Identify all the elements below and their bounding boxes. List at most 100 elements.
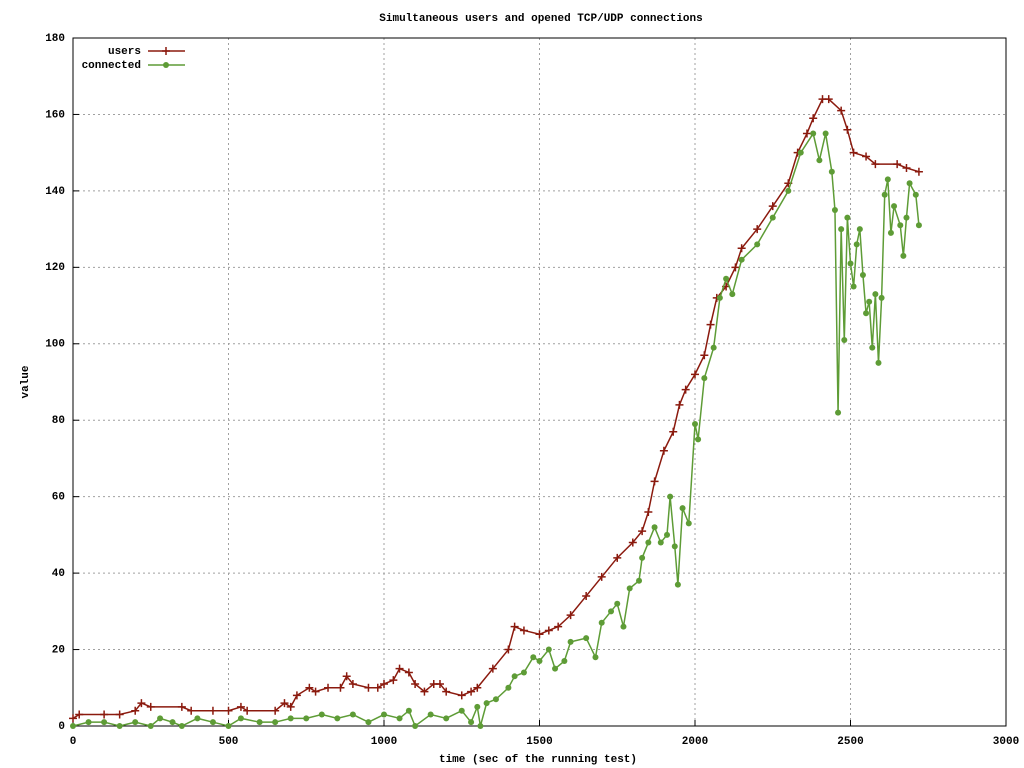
data-point (468, 719, 475, 726)
data-point (638, 527, 647, 536)
data-point (178, 723, 185, 729)
data-point (411, 679, 420, 688)
data-point (75, 710, 84, 719)
y-tick-label: 160 (45, 109, 65, 121)
data-point (592, 654, 599, 661)
data-point (859, 271, 866, 278)
data-point (115, 710, 124, 719)
data-point (875, 359, 882, 366)
data-point (187, 706, 196, 715)
data-point (554, 622, 563, 631)
data-point (881, 191, 888, 198)
data-point (116, 723, 123, 729)
data-point (566, 611, 575, 620)
data-point (443, 715, 450, 722)
data-point (692, 421, 698, 428)
data-point (85, 719, 92, 726)
data-point (256, 719, 263, 726)
data-point (626, 585, 633, 592)
data-point (906, 180, 913, 187)
data-point (342, 672, 351, 681)
x-tick-label: 1000 (371, 736, 397, 748)
data-point (567, 638, 574, 645)
y-tick-label: 100 (45, 339, 65, 351)
x-tick-label: 3000 (993, 736, 1019, 748)
data-point (583, 635, 590, 642)
data-point (157, 715, 164, 722)
data-point (900, 252, 907, 259)
data-point (824, 95, 833, 104)
data-point (841, 336, 848, 343)
data-point (365, 719, 372, 726)
data-point (272, 719, 279, 726)
data-point (893, 160, 902, 169)
data-point (838, 226, 845, 233)
data-point (835, 409, 842, 416)
data-point (664, 531, 671, 538)
data-point (912, 191, 919, 198)
data-point (530, 654, 537, 661)
data-point (891, 203, 898, 210)
data-point (691, 370, 699, 379)
data-point (582, 592, 591, 601)
data-point (700, 351, 709, 360)
data-point (536, 658, 543, 665)
data-point (598, 619, 605, 626)
data-point (420, 687, 429, 696)
data-point (701, 375, 708, 382)
data-point (286, 702, 295, 711)
data-point (224, 706, 233, 715)
x-axis-label: time (sec of the running test) (439, 754, 637, 766)
data-point (504, 645, 513, 654)
legend-marker (162, 47, 170, 55)
data-point (545, 646, 552, 653)
data-point (474, 703, 481, 710)
data-point (225, 723, 232, 729)
data-point (887, 229, 894, 236)
data-point (483, 700, 490, 707)
data-point (412, 723, 419, 729)
data-point (147, 723, 154, 729)
data-point (645, 539, 652, 546)
y-tick-label: 20 (52, 644, 65, 656)
data-point (903, 214, 910, 221)
data-point (364, 683, 373, 692)
data-point (822, 130, 829, 137)
data-point (511, 673, 518, 680)
data-point (520, 669, 527, 676)
data-point (292, 691, 301, 700)
y-axis-label: value (20, 365, 32, 398)
data-point (685, 520, 692, 527)
data-point (785, 187, 792, 194)
data-point (396, 715, 403, 722)
data-point (862, 152, 871, 161)
data-point (336, 683, 345, 692)
chart-title: Simultaneous users and opened TCP/UDP co… (379, 13, 702, 25)
data-point (100, 710, 109, 719)
data-point (866, 298, 873, 305)
data-point (395, 664, 404, 673)
data-point (535, 630, 544, 639)
data-point (872, 291, 879, 298)
data-point (674, 581, 681, 588)
data-point (628, 538, 637, 547)
data-point (243, 706, 252, 715)
data-point (177, 702, 186, 711)
data-point (853, 241, 860, 248)
data-point (311, 687, 320, 696)
data-point (305, 683, 314, 692)
data-point (884, 176, 891, 183)
data-point (381, 711, 387, 718)
data-point (679, 505, 686, 512)
data-point (849, 148, 858, 157)
data-point (878, 294, 885, 301)
series-line (72, 131, 920, 728)
data-point (659, 446, 668, 455)
data-point (427, 711, 434, 718)
data-point (856, 226, 863, 233)
data-point (716, 294, 723, 301)
data-point (837, 106, 846, 115)
data-point (850, 283, 857, 290)
data-point (519, 626, 528, 635)
